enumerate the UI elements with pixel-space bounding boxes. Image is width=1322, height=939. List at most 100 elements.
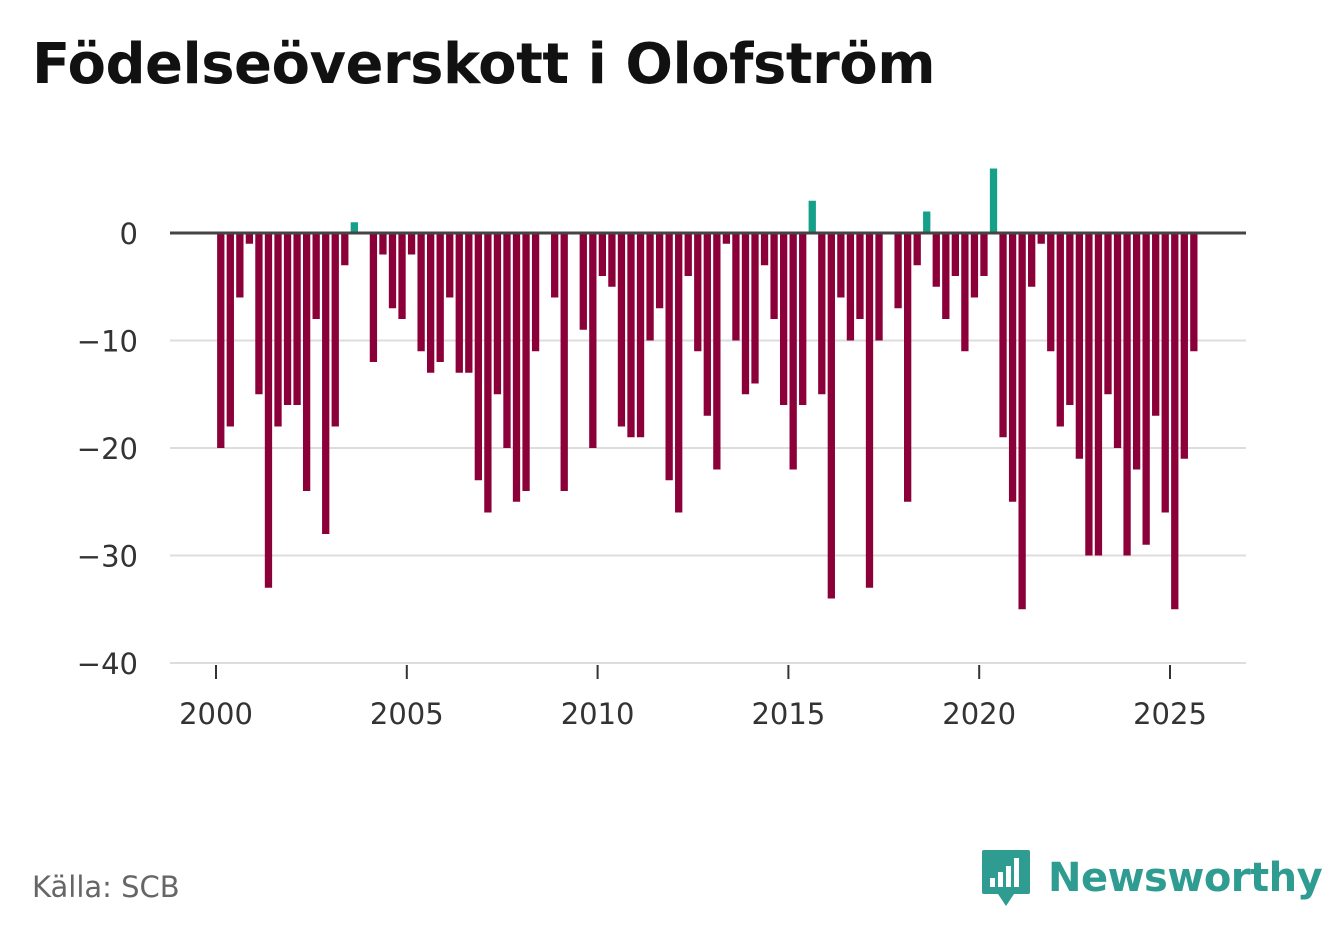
bar [522, 233, 530, 491]
bar [484, 233, 492, 513]
y-tick-label: 0 [120, 217, 138, 251]
brand-name: Newsworthy [1048, 855, 1322, 901]
bar [598, 233, 607, 276]
bar [789, 233, 797, 470]
bar [1075, 233, 1084, 459]
bar [226, 233, 234, 427]
bar [1018, 233, 1026, 610]
bar [865, 233, 874, 588]
newsworthy-logo: Newsworthy [980, 848, 1322, 908]
bar [1037, 233, 1045, 244]
bar [245, 233, 254, 244]
bar [474, 233, 482, 481]
bar [369, 233, 378, 362]
x-tick-label: 2020 [942, 697, 1016, 731]
bar [894, 233, 902, 309]
y-tick-label: −20 [77, 432, 138, 466]
bar [302, 233, 311, 491]
bar [1142, 233, 1150, 545]
bar [407, 233, 416, 255]
bar [760, 233, 769, 266]
bar [560, 233, 568, 491]
bar [703, 233, 711, 416]
bar [779, 233, 788, 405]
bar [732, 233, 740, 341]
bar [255, 233, 263, 395]
bar [837, 233, 845, 298]
bar [455, 233, 463, 373]
bar [951, 233, 959, 276]
bar [741, 233, 750, 395]
bar [770, 233, 778, 319]
y-tick-label: −40 [77, 647, 138, 681]
bar [465, 233, 473, 373]
bars [217, 168, 1198, 610]
bar [608, 233, 616, 287]
bar [1047, 233, 1055, 352]
bar [503, 233, 511, 448]
x-axis-ticks: 2000 2005 2010 2015 2020 2025 [179, 665, 1207, 731]
bar [579, 233, 587, 330]
bar [341, 233, 349, 266]
x-tick-label: 2010 [561, 697, 635, 731]
source-note: Källa: SCB [32, 870, 180, 904]
bar [818, 233, 826, 395]
bar [398, 233, 406, 319]
bar [236, 233, 244, 298]
bar [427, 233, 435, 373]
x-tick-label: 2025 [1133, 697, 1207, 731]
bar [1104, 233, 1112, 395]
bar [923, 211, 931, 233]
bar [904, 233, 912, 502]
bar [751, 233, 759, 384]
bar [551, 233, 559, 298]
bar [646, 233, 654, 341]
bar [942, 233, 950, 319]
newsworthy-logo-icon [982, 850, 1030, 906]
bar [665, 233, 673, 481]
bar [1180, 233, 1188, 459]
bar [512, 233, 521, 502]
bar [913, 233, 921, 266]
bar [379, 233, 387, 255]
bar [1113, 233, 1122, 448]
bar [446, 233, 454, 298]
bar [417, 233, 425, 352]
bar [846, 233, 855, 341]
bar [799, 233, 807, 405]
y-tick-label: −30 [77, 540, 138, 574]
bar [1171, 233, 1179, 610]
bar [675, 233, 683, 513]
bar [1085, 233, 1093, 556]
bar [1190, 233, 1198, 352]
bar [684, 233, 692, 276]
bar [264, 233, 273, 588]
bar [961, 233, 969, 352]
bar [531, 233, 540, 352]
bar [932, 233, 940, 287]
y-tick-label: −10 [77, 325, 138, 359]
bar [694, 233, 702, 352]
y-axis-ticks: 0 −10 −20 −30 −40 [77, 217, 138, 681]
bar [627, 233, 635, 438]
bar [493, 233, 502, 395]
bar [589, 233, 597, 448]
bar [217, 233, 225, 448]
bar [331, 233, 339, 427]
x-tick-label: 2005 [370, 697, 444, 731]
x-tick-label: 2000 [179, 697, 253, 731]
bar [1094, 233, 1103, 556]
chart-title: Födelseöverskott i Olofström [32, 32, 936, 97]
bar [636, 233, 645, 438]
bar [827, 233, 835, 599]
bar [722, 233, 731, 244]
bar-chart: 0 −10 −20 −30 −40 2000 2005 2010 2015 2020 2025 [77, 168, 1246, 731]
bar [1056, 233, 1064, 427]
bar [856, 233, 864, 319]
bar [808, 200, 816, 233]
bar [999, 233, 1007, 438]
bar [350, 222, 358, 233]
bar [283, 233, 292, 405]
bar [970, 233, 979, 298]
bar [1161, 233, 1169, 513]
